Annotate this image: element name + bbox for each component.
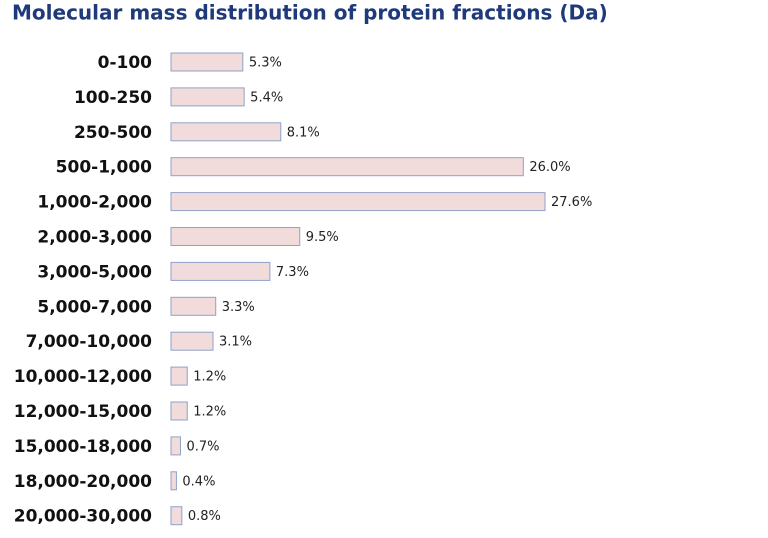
data-label: 27.6% [551,195,592,210]
data-label: 0.7% [186,439,219,454]
data-label: 5.3% [249,56,282,71]
data-label: 3.1% [219,335,252,350]
data-label: 1.2% [193,405,226,420]
bar [170,401,188,421]
data-label: 8.1% [287,125,320,140]
y-tick-label: 3,000-5,000 [37,262,152,282]
bar [170,227,301,246]
y-tick-label: 10,000-12,000 [14,367,152,387]
bar [170,366,188,386]
y-tick-label: 250-500 [74,123,152,143]
data-label: 0.8% [188,509,221,524]
y-tick-label: 2,000-3,000 [37,228,152,248]
data-label: 3.3% [222,300,255,315]
y-tick-label: 1,000-2,000 [37,193,152,213]
bar [170,471,177,491]
bar [170,157,524,177]
y-tick-label: 5,000-7,000 [37,297,152,317]
y-tick-label: 20,000-30,000 [14,507,152,527]
bar [170,261,271,281]
bar [170,331,214,351]
bar [170,87,245,107]
y-tick-label: 18,000-20,000 [14,472,152,492]
y-tick-label: 15,000-18,000 [14,437,152,457]
bar [170,506,183,526]
data-label: 26.0% [529,160,570,175]
bar [170,296,217,316]
bar [170,192,546,212]
data-label: 0.4% [182,474,215,489]
bar [170,436,181,456]
y-tick-label: 12,000-15,000 [14,402,152,422]
y-tick-label: 100-250 [74,88,152,108]
y-tick-label: 500-1,000 [56,158,152,178]
bar [170,52,244,72]
data-label: 7.3% [276,265,309,280]
chart-title: Molecular mass distribution of protein f… [12,1,608,25]
data-label: 1.2% [193,370,226,385]
bar [170,122,282,142]
y-tick-label: 0-100 [98,53,153,73]
data-label: 9.5% [306,230,339,245]
data-label: 5.4% [250,90,283,105]
y-tick-label: 7,000-10,000 [26,332,153,352]
